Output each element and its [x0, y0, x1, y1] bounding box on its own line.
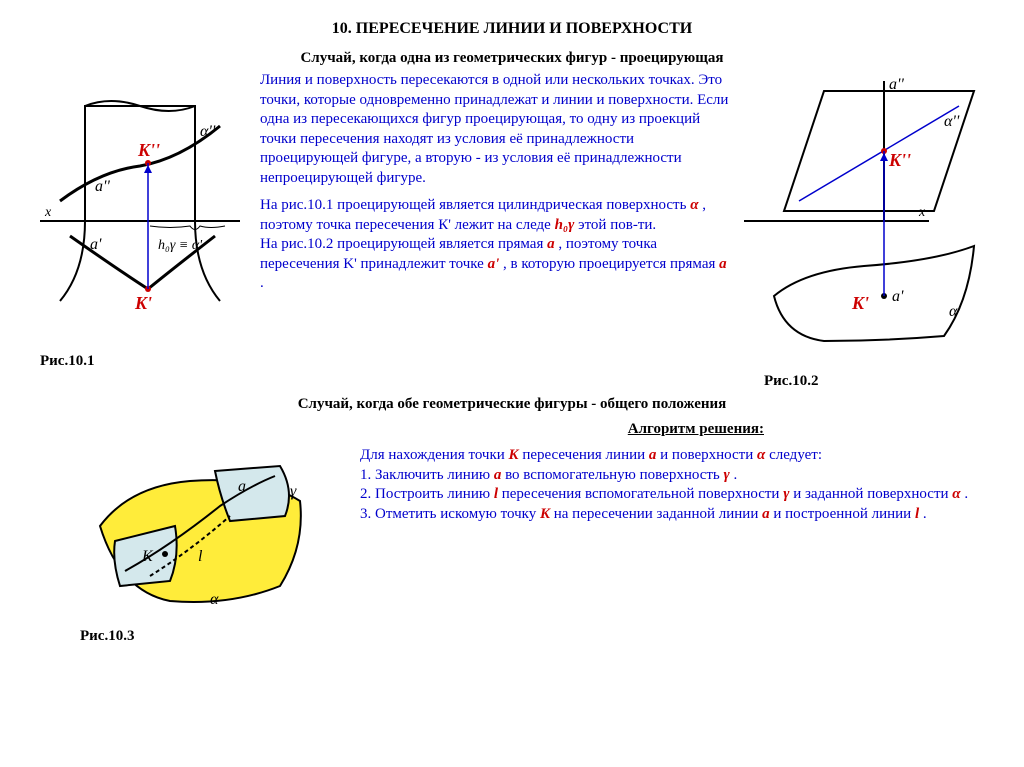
var-alpha: α: [690, 197, 698, 213]
var-gamma: γ: [724, 467, 730, 483]
algo-step-2: 2. Построить линию l пересечения вспомог…: [360, 485, 984, 505]
ai-c: и поверхности: [660, 447, 757, 463]
figure-10-2: x α'' a'' K'' α' a' K' Рис.10.2: [744, 71, 984, 390]
ai-b: пересечения линии: [522, 447, 649, 463]
a3b: на пересечении заданной линии: [554, 506, 762, 522]
algo-title: Алгоритм решения:: [40, 421, 764, 438]
ai-a: Для нахождения точки: [360, 447, 509, 463]
var-a-4: a: [494, 467, 502, 483]
svg-text:x: x: [918, 205, 926, 220]
a1c: .: [734, 467, 738, 483]
a2b: пересечения вспомогательной поверхности: [502, 486, 783, 502]
var-l-2: l: [915, 506, 919, 522]
a3a: 3. Отметить искомую точку: [360, 506, 540, 522]
svg-text:a'': a'': [889, 76, 904, 93]
a1b: во вспомогательную поверхность: [505, 467, 723, 483]
algo-step-1: 1. Заключить линию a во вспомогательную …: [360, 466, 984, 486]
var-alpha-2: α: [757, 447, 765, 463]
svg-text:a'': a'': [95, 178, 110, 195]
svg-text:l: l: [198, 548, 203, 565]
paragraph-3: На рис.10.2 проецирующей является прямая…: [260, 235, 734, 294]
fig1-label: Рис.10.1: [40, 353, 240, 370]
var-gamma-2: γ: [783, 486, 789, 502]
p3c: , в которую проецируется прямая: [503, 256, 719, 272]
svg-text:a': a': [90, 236, 102, 253]
var-a: a: [547, 236, 555, 252]
algo-intro: Для нахождения точки K пересечения линии…: [360, 446, 984, 466]
algorithm-col: Для нахождения точки K пересечения линии…: [360, 446, 984, 524]
fig3-label: Рис.10.3: [80, 628, 330, 645]
var-l: l: [494, 486, 498, 502]
svg-text:α'': α'': [200, 123, 216, 140]
paragraph-1: Линия и поверхность пересекаются в одной…: [260, 71, 734, 188]
p3d: .: [260, 275, 264, 291]
a3d: .: [923, 506, 927, 522]
paragraph-1-col: Линия и поверхность пересекаются в одной…: [260, 71, 734, 294]
fig2-label: Рис.10.2: [764, 373, 984, 390]
ai-d: следует:: [769, 447, 822, 463]
var-K: K: [509, 447, 519, 463]
svg-text:K: K: [141, 548, 154, 565]
var-a-2: a: [719, 256, 727, 272]
svg-text:α: α: [210, 591, 219, 608]
p2c: этой пов-ти.: [578, 217, 656, 233]
var-a-3: a: [649, 447, 657, 463]
svg-text:a': a': [892, 288, 904, 305]
a3c: и построенной линии: [773, 506, 915, 522]
svg-text:K'': K'': [137, 140, 160, 160]
section-1: x α'' a'' K'' a' K' h₀γ ≡ α' Рис.10.1: [40, 71, 984, 390]
var-a-5: a: [762, 506, 770, 522]
figure-10-1: x α'' a'' K'' a' K' h₀γ ≡ α' Рис.10.1: [40, 71, 240, 370]
p3a: На рис.10.2 проецирующей является прямая: [260, 236, 547, 252]
subtitle-1: Случай, когда одна из геометрических фиг…: [40, 50, 984, 67]
section-2: a l K γ α Рис.10.3 Для нахождения точки …: [40, 446, 984, 645]
p2a: На рис.10.1 проецирующей является цилинд…: [260, 197, 690, 213]
var-h0: h₀γ: [555, 217, 575, 233]
svg-text:α'': α'': [944, 113, 960, 130]
var-K-2: K: [540, 506, 550, 522]
svg-text:K': K': [134, 293, 152, 313]
svg-text:a: a: [238, 478, 246, 495]
a2d: .: [964, 486, 968, 502]
svg-text:h₀γ ≡ α': h₀γ ≡ α': [158, 238, 203, 253]
svg-text:K'': K'': [888, 150, 911, 170]
var-alpha-3: α: [952, 486, 960, 502]
paragraph-2: На рис.10.1 проецирующей является цилинд…: [260, 196, 734, 235]
subtitle-2: Случай, когда обе геометрические фигуры …: [40, 396, 984, 413]
svg-text:x: x: [44, 205, 52, 220]
var-a1: a': [488, 256, 500, 272]
a1a: 1. Заключить линию: [360, 467, 494, 483]
algo-step-3: 3. Отметить искомую точку K на пересечен…: [360, 505, 984, 525]
svg-text:γ: γ: [290, 483, 297, 500]
svg-text:K': K': [851, 293, 869, 313]
svg-text:α': α': [949, 303, 961, 320]
a2c: и заданной поверхности: [793, 486, 952, 502]
main-title: 10. ПЕРЕСЕЧЕНИЕ ЛИНИИ И ПОВЕРХНОСТИ: [40, 20, 984, 38]
figure-10-3: a l K γ α Рис.10.3: [80, 446, 330, 645]
a2a: 2. Построить линию: [360, 486, 494, 502]
